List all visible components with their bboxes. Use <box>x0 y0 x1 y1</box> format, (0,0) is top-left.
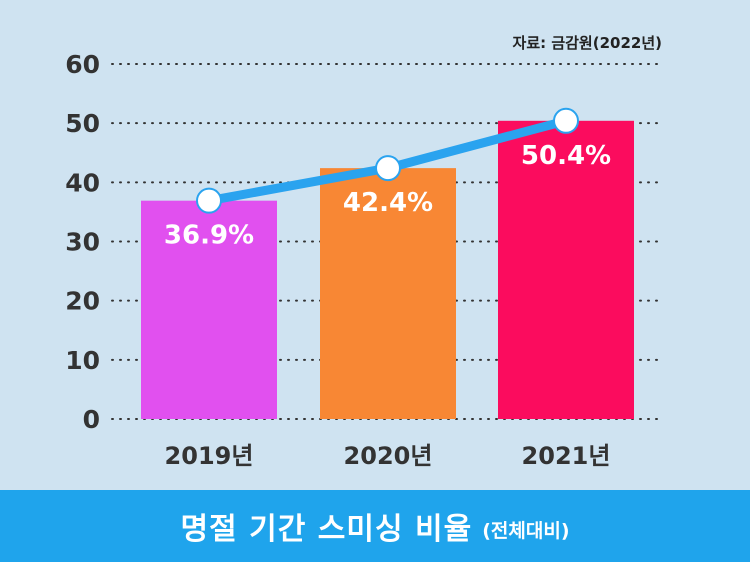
footer-subtitle: (전체대비) <box>482 519 570 542</box>
y-tick-label: 60 <box>65 50 100 79</box>
y-tick-label: 40 <box>65 168 100 197</box>
x-tick-label: 2020년 <box>344 442 433 470</box>
trend-point <box>196 187 222 214</box>
x-tick-label: 2021년 <box>522 442 611 470</box>
data-label: 50.4% <box>521 141 611 171</box>
trend-point <box>375 155 401 182</box>
footer-title: 명절 기간 스미싱 비율 <box>180 512 473 547</box>
y-tick-label: 50 <box>65 109 100 138</box>
trend-point <box>553 107 579 134</box>
source-note: 자료: 금감원(2022년) <box>512 34 662 52</box>
y-tick-label: 20 <box>65 287 100 316</box>
bar <box>320 168 456 419</box>
x-tick-label: 2019년 <box>165 442 254 470</box>
data-label: 36.9% <box>164 221 254 251</box>
bar-chart: 0 10 20 30 40 50 60 2019년 2020년 2021년 36.9% 42.4% 50… <box>65 50 661 470</box>
data-label: 42.4% <box>343 188 433 218</box>
y-tick-label: 0 <box>83 405 100 434</box>
footer-banner: 명절 기간 스미싱 비율 (전체대비) <box>0 490 750 562</box>
bar <box>498 120 634 420</box>
y-tick-label: 10 <box>65 346 100 375</box>
y-tick-label: 30 <box>65 228 100 257</box>
bar <box>141 200 277 419</box>
